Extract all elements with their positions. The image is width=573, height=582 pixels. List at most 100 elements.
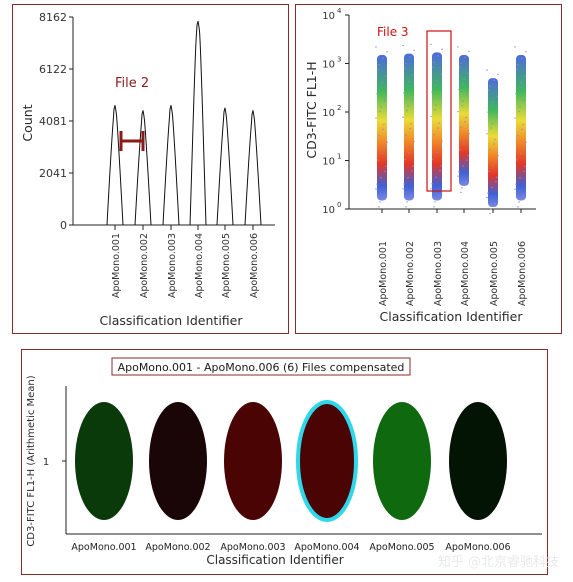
y-tick-label: 4081 — [39, 115, 67, 128]
scatter-point — [489, 212, 491, 215]
scatter-point — [522, 123, 524, 126]
scatter-point — [486, 69, 488, 71]
x-tick-label: ApoMono.006 — [445, 542, 510, 553]
x-tick-label: ApoMono.006 — [517, 241, 528, 306]
x-tick-label: ApoMono.001 — [71, 542, 136, 553]
scatter-point — [439, 97, 441, 100]
scatter-point — [435, 104, 437, 106]
scatter-point — [518, 201, 520, 203]
scatter-point — [524, 146, 526, 148]
scatter-point — [518, 110, 520, 113]
scatter-point — [457, 46, 459, 48]
scatter-point — [521, 57, 523, 59]
scatter-point — [492, 165, 494, 167]
scatter-point — [380, 177, 382, 179]
histogram-panel: 0 2041 4081 6122 8162 ApoMono.001 ApoMono.002… — [12, 4, 289, 334]
y-tick-exponent: 3 — [337, 56, 341, 64]
scatter-point — [384, 170, 386, 173]
scatter-point — [440, 73, 442, 75]
chart-title: ApoMono.001 - ApoMono.006 (6) Files comp… — [118, 361, 405, 374]
scatter-point — [516, 68, 518, 71]
scatter-point — [491, 123, 493, 125]
scatter-point — [496, 159, 498, 161]
scatter-point — [486, 133, 488, 135]
scatter-point — [517, 206, 519, 208]
scatter-point — [378, 206, 380, 208]
scatter-point — [379, 201, 381, 203]
x-axis-label: Classification Identifier — [380, 309, 524, 324]
mean-ellipse — [75, 402, 133, 520]
scatter-point — [457, 110, 459, 113]
scatter-strip — [488, 78, 498, 207]
scatter-point — [412, 165, 414, 167]
scatter-point — [487, 192, 489, 194]
scatter-point — [457, 175, 459, 177]
scatter-point — [520, 152, 522, 155]
scatter-point — [435, 176, 437, 178]
scatter-point — [382, 128, 384, 131]
scatter-point — [489, 149, 491, 151]
scatter-point — [524, 75, 526, 77]
scatter-point — [519, 177, 521, 179]
x-tick-label: ApoMono.006 — [249, 233, 260, 298]
scatter-point — [410, 194, 412, 197]
scatter-point — [375, 188, 377, 190]
scatter-point — [402, 116, 404, 118]
scatter-point — [494, 202, 496, 205]
scatter-point — [515, 93, 517, 95]
x-axis-label: Classification Identifier — [206, 553, 343, 567]
scatter-point — [382, 57, 384, 59]
scatter-point — [376, 183, 378, 185]
y-tick-label: 10 — [322, 157, 335, 168]
scatter-point — [467, 72, 469, 75]
x-tick-label: ApoMono.001 — [111, 233, 122, 298]
scatter-point — [383, 194, 385, 197]
scatter-point — [519, 106, 521, 108]
scatter-point — [378, 64, 380, 66]
scatter-point — [404, 67, 406, 70]
scatter-point — [438, 194, 440, 197]
scatter-point — [441, 140, 443, 142]
scatter-point — [404, 158, 406, 161]
scatter-point — [492, 101, 494, 103]
scatter-strip — [432, 52, 442, 201]
scatter-point — [467, 154, 469, 157]
scatter-point — [433, 133, 435, 136]
scatter-point — [496, 176, 498, 179]
y-tick-label: 10 — [322, 108, 335, 119]
scatter-point — [524, 165, 526, 168]
scatter-point — [380, 86, 382, 89]
scatter-point — [488, 170, 490, 173]
scatter-point — [434, 201, 436, 203]
scatter-point — [385, 146, 387, 148]
scatter-point — [406, 201, 408, 203]
y-axis-label: CD3-FITC FL1-H — [304, 61, 319, 158]
scatter-strip — [516, 54, 526, 201]
scatter-point — [491, 105, 493, 108]
scatter-point — [466, 159, 468, 161]
scatter-point — [413, 49, 415, 52]
scatter-point — [491, 186, 493, 189]
x-axis-label: Classification Identifier — [100, 313, 244, 328]
scatter-point — [462, 100, 464, 103]
scatter-strip — [377, 54, 387, 201]
scatter-strip — [404, 53, 414, 201]
scatter-point — [408, 80, 410, 83]
y-tick-exponent: 2 — [337, 104, 341, 112]
scatter-point — [435, 84, 437, 87]
scatter-point — [490, 208, 492, 210]
annotation-label: File 3 — [377, 25, 409, 39]
scatter-point — [430, 188, 432, 190]
scatter-point — [458, 171, 460, 173]
scatter-point — [380, 106, 382, 108]
scatter-point — [406, 110, 408, 112]
scatter-point — [464, 121, 466, 123]
y-tick-exponent: 1 — [337, 153, 341, 161]
scatter-point — [462, 82, 464, 85]
scatter-point — [410, 123, 412, 125]
x-tick-label: ApoMono.005 — [489, 241, 500, 306]
scatter-point — [494, 138, 496, 141]
y-tick-label: 10 — [322, 60, 335, 71]
x-tick-label: ApoMono.004 — [294, 542, 359, 553]
